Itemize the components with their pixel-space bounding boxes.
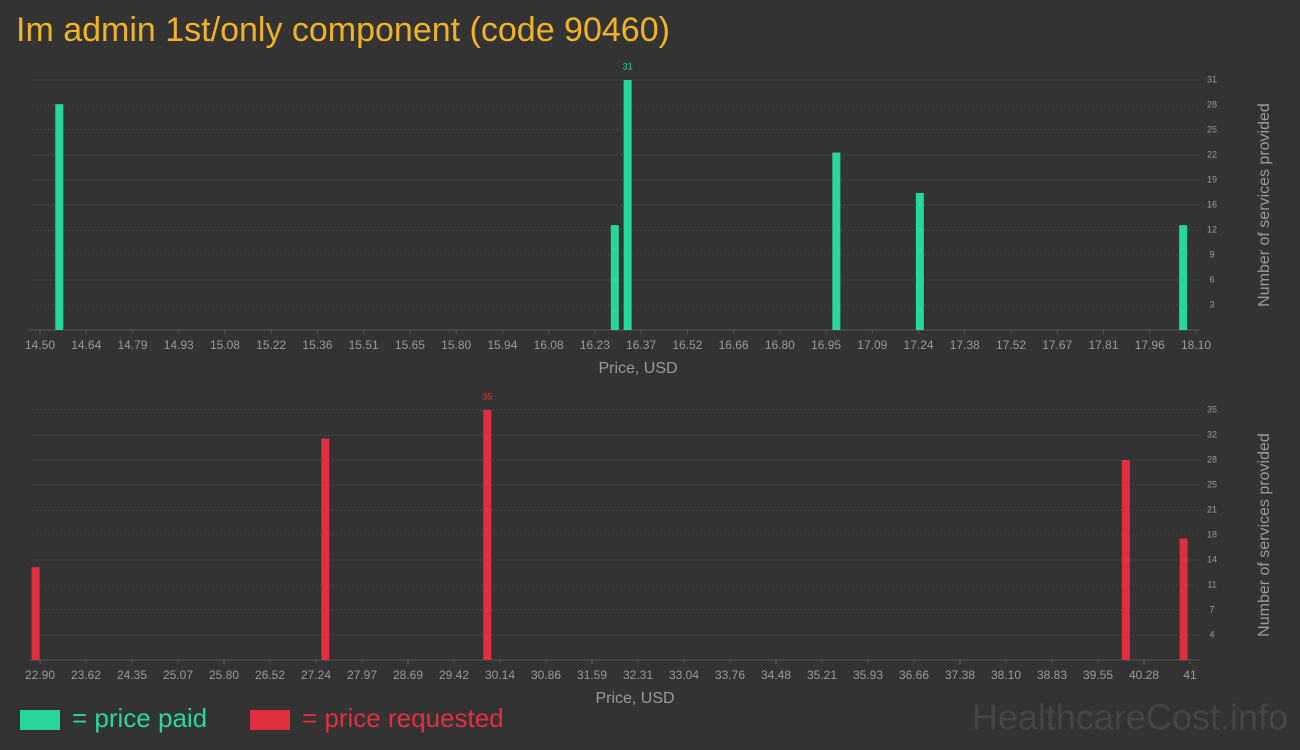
- x-tick-label: 23.62: [71, 668, 101, 682]
- x-tick-label: 14.79: [117, 338, 147, 352]
- x-tick-label: 17.67: [1042, 338, 1072, 352]
- x-tick-label: 25.80: [209, 668, 239, 682]
- x-tick-label: 16.37: [626, 338, 656, 352]
- bar: [610, 225, 619, 330]
- bar: [31, 567, 40, 660]
- x-tick-label: 15.36: [302, 338, 332, 352]
- x-tick-label: 36.66: [899, 668, 929, 682]
- y-tick-label: 28: [1207, 99, 1217, 109]
- y-tick-label: 35: [1207, 404, 1217, 414]
- x-tick-label: 14.64: [71, 338, 101, 352]
- x-tick-label: 30.86: [531, 668, 561, 682]
- x-tick-label: 17.96: [1135, 338, 1165, 352]
- bar: [915, 192, 924, 330]
- bar: [623, 80, 632, 330]
- x-tick-label: 16.66: [719, 338, 749, 352]
- x-axis-label: Price, USD: [598, 360, 677, 377]
- x-tick-label: 41: [1183, 668, 1197, 682]
- y-axis-label: Number of services provided: [1256, 433, 1273, 637]
- x-tick-label: 27.24: [301, 668, 331, 682]
- x-tick-label: 22.90: [25, 668, 55, 682]
- x-tick-label: 40.28: [1129, 668, 1159, 682]
- bar: [55, 104, 64, 331]
- x-tick-label: 16.95: [811, 338, 841, 352]
- y-tick-label: 21: [1207, 504, 1217, 514]
- x-tick-label: 14.93: [164, 338, 194, 352]
- x-tick-label: 35.93: [853, 668, 883, 682]
- y-tick-label: 28: [1207, 454, 1217, 464]
- x-tick-label: 17.09: [857, 338, 887, 352]
- y-tick-label: 7: [1209, 604, 1214, 614]
- y-tick-label: 32: [1207, 429, 1217, 439]
- bar: [832, 152, 841, 330]
- bar: [1179, 538, 1188, 660]
- x-tick-label: 15.51: [349, 338, 379, 352]
- x-tick-label: 39.55: [1083, 668, 1113, 682]
- legend-swatch: [20, 710, 60, 730]
- legend-label: = price requested: [302, 703, 504, 733]
- legend-label: = price paid: [72, 703, 207, 733]
- x-tick-label: 17.38: [950, 338, 980, 352]
- x-tick-label: 30.14: [485, 668, 515, 682]
- y-tick-label: 4: [1209, 629, 1214, 639]
- y-tick-label: 18: [1207, 529, 1217, 539]
- x-tick-label: 18.10: [1181, 338, 1211, 352]
- y-tick-label: 11: [1207, 579, 1216, 589]
- data-label: 31: [623, 61, 633, 71]
- x-tick-label: 38.10: [991, 668, 1021, 682]
- x-tick-label: 31.59: [577, 668, 607, 682]
- x-tick-label: 17.52: [996, 338, 1026, 352]
- y-tick-label: 22: [1207, 149, 1217, 159]
- y-tick-label: 25: [1207, 124, 1217, 134]
- y-tick-label: 12: [1207, 224, 1217, 234]
- y-tick-label: 19: [1207, 174, 1217, 184]
- x-tick-label: 24.35: [117, 668, 147, 682]
- x-tick-label: 15.65: [395, 338, 425, 352]
- x-tick-label: 33.04: [669, 668, 699, 682]
- x-tick-label: 29.42: [439, 668, 469, 682]
- y-tick-label: 16: [1207, 199, 1217, 209]
- x-tick-label: 16.80: [765, 338, 795, 352]
- y-tick-label: 6: [1209, 274, 1214, 284]
- x-tick-label: 25.07: [163, 668, 193, 682]
- y-axis-label: Number of services provided: [1256, 103, 1273, 307]
- y-tick-label: 9: [1209, 249, 1214, 259]
- x-tick-label: 38.83: [1037, 668, 1067, 682]
- x-tick-label: 15.22: [256, 338, 286, 352]
- x-tick-label: 15.94: [487, 338, 517, 352]
- x-tick-label: 16.52: [672, 338, 702, 352]
- x-tick-label: 17.81: [1089, 338, 1119, 352]
- data-label: 35: [482, 391, 492, 401]
- y-tick-label: 25: [1207, 479, 1217, 489]
- chart-title: Im admin 1st/only component (code 90460): [16, 11, 670, 49]
- y-tick-label: 31: [1207, 74, 1217, 84]
- x-tick-label: 27.97: [347, 668, 377, 682]
- x-tick-label: 33.76: [715, 668, 745, 682]
- x-tick-label: 14.50: [25, 338, 55, 352]
- x-tick-label: 16.23: [580, 338, 610, 352]
- bar: [321, 438, 330, 660]
- x-tick-label: 26.52: [255, 668, 285, 682]
- y-tick-label: 14: [1207, 554, 1217, 564]
- legend-swatch: [250, 710, 290, 730]
- x-tick-label: 15.80: [441, 338, 471, 352]
- x-tick-label: 15.08: [210, 338, 240, 352]
- x-tick-label: 16.08: [534, 338, 564, 352]
- x-tick-label: 35.21: [807, 668, 837, 682]
- watermark: HealthcareCost.info: [972, 697, 1288, 738]
- x-tick-label: 28.69: [393, 668, 423, 682]
- x-axis-label: Price, USD: [595, 690, 674, 707]
- bar: [483, 410, 492, 660]
- y-tick-label: 3: [1209, 299, 1214, 309]
- bar: [1121, 460, 1130, 660]
- x-tick-label: 37.38: [945, 668, 975, 682]
- x-tick-label: 34.48: [761, 668, 791, 682]
- x-tick-label: 17.24: [904, 338, 934, 352]
- x-tick-label: 32.31: [623, 668, 653, 682]
- bar: [1179, 225, 1188, 330]
